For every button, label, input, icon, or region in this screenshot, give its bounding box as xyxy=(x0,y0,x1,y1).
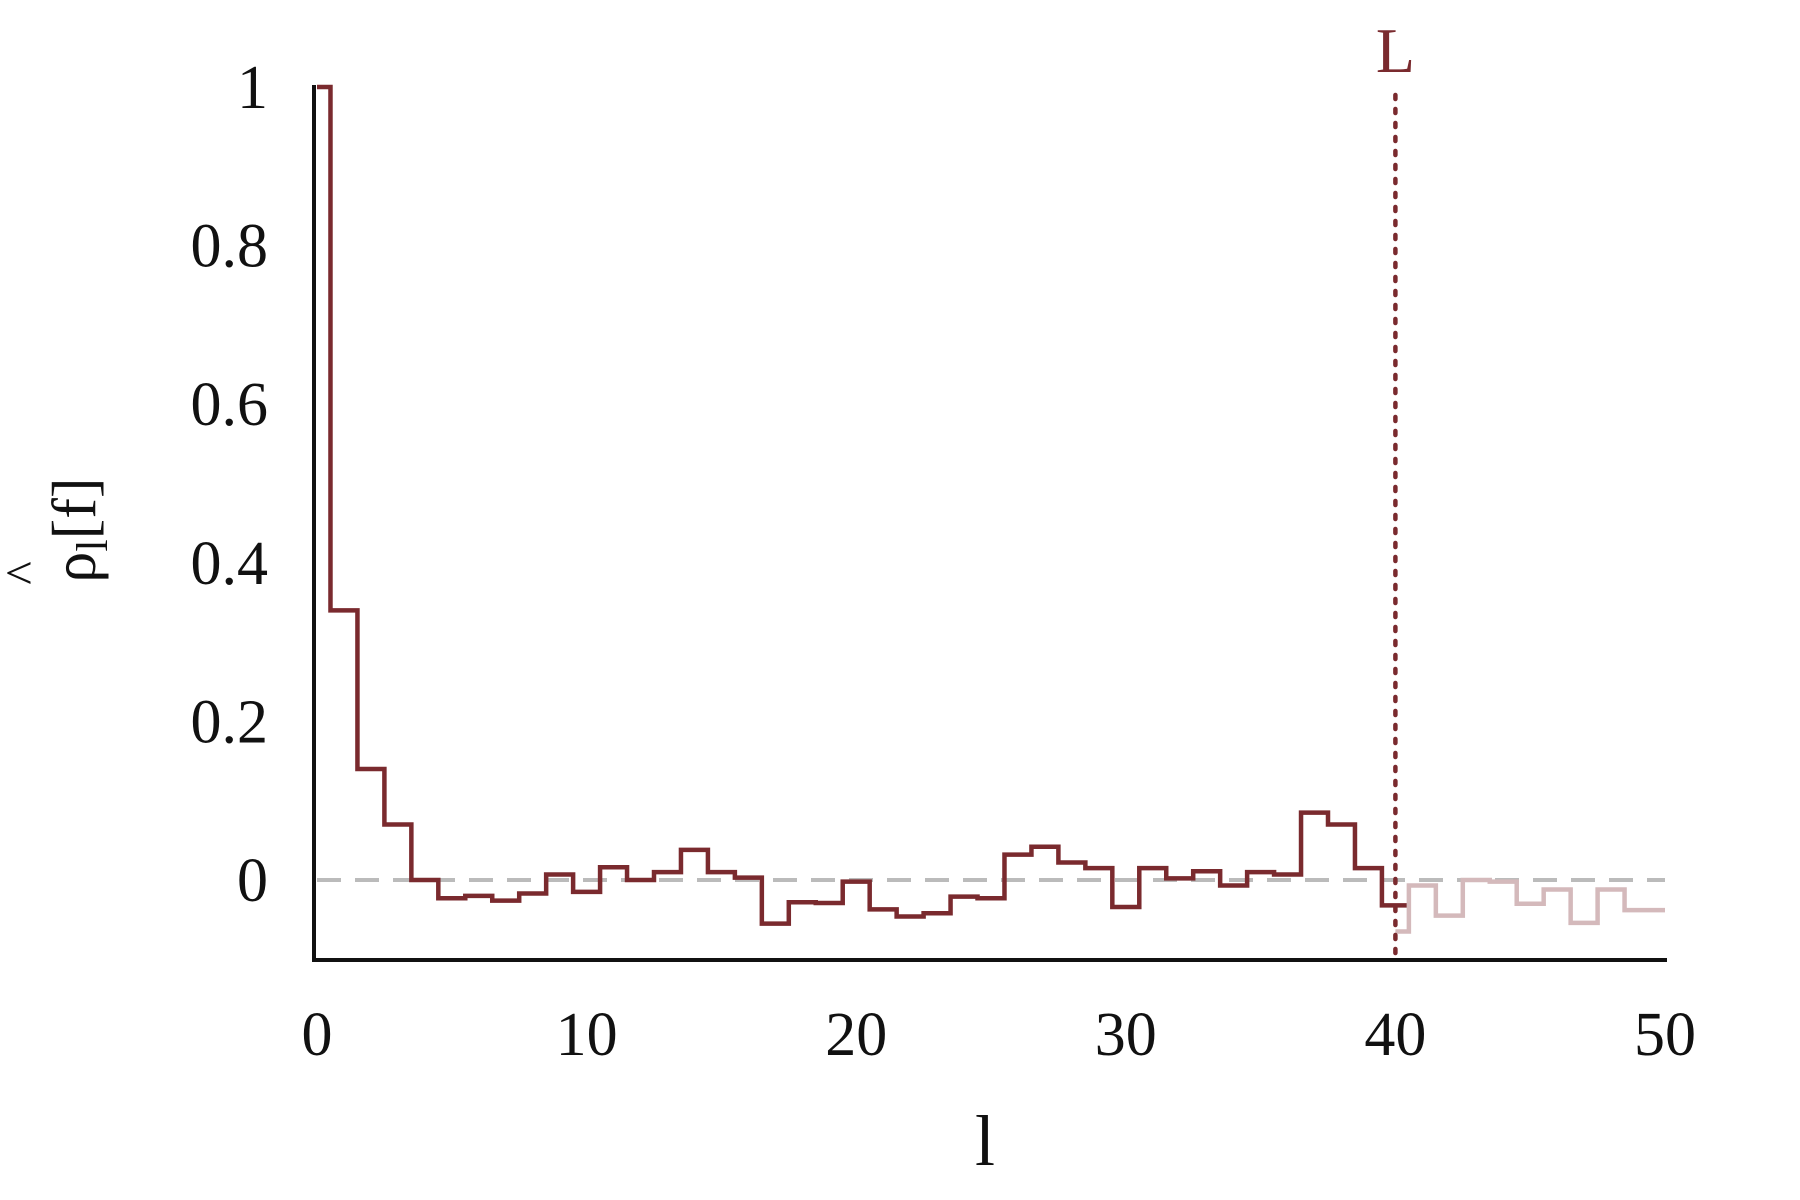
chart-axes xyxy=(312,85,1667,962)
series-line-secondary xyxy=(1395,877,1665,934)
marker-label: L xyxy=(1376,15,1415,86)
y-axis-label-hat: ^ xyxy=(0,561,51,584)
y-tick-label: 1 xyxy=(237,54,268,122)
y-axis-label: ρl[f] xyxy=(41,477,117,582)
x-tick-label: 0 xyxy=(302,1001,333,1069)
y-tick-label: 0.6 xyxy=(191,371,269,439)
y-tick-label: 0.2 xyxy=(191,688,269,756)
x-tick-label: 10 xyxy=(556,1001,618,1069)
x-tick-label: 20 xyxy=(825,1001,887,1069)
y-tick-label: 0.4 xyxy=(191,530,269,598)
series-line-primary xyxy=(317,84,1409,926)
x-tick-label: 40 xyxy=(1364,1001,1426,1069)
chart-labels: L 0 10 20 30 40 50 0 0.2 0.4 0.6 0.8 1 l ρl[f]^ xyxy=(0,15,1696,1181)
y-tick-label: 0.8 xyxy=(191,213,269,281)
chart-marks xyxy=(317,84,1665,963)
y-tick-label: 0 xyxy=(237,847,268,915)
x-tick-label: 50 xyxy=(1634,1001,1696,1069)
x-axis-label: l xyxy=(975,1101,995,1181)
x-tick-label: 30 xyxy=(1095,1001,1157,1069)
